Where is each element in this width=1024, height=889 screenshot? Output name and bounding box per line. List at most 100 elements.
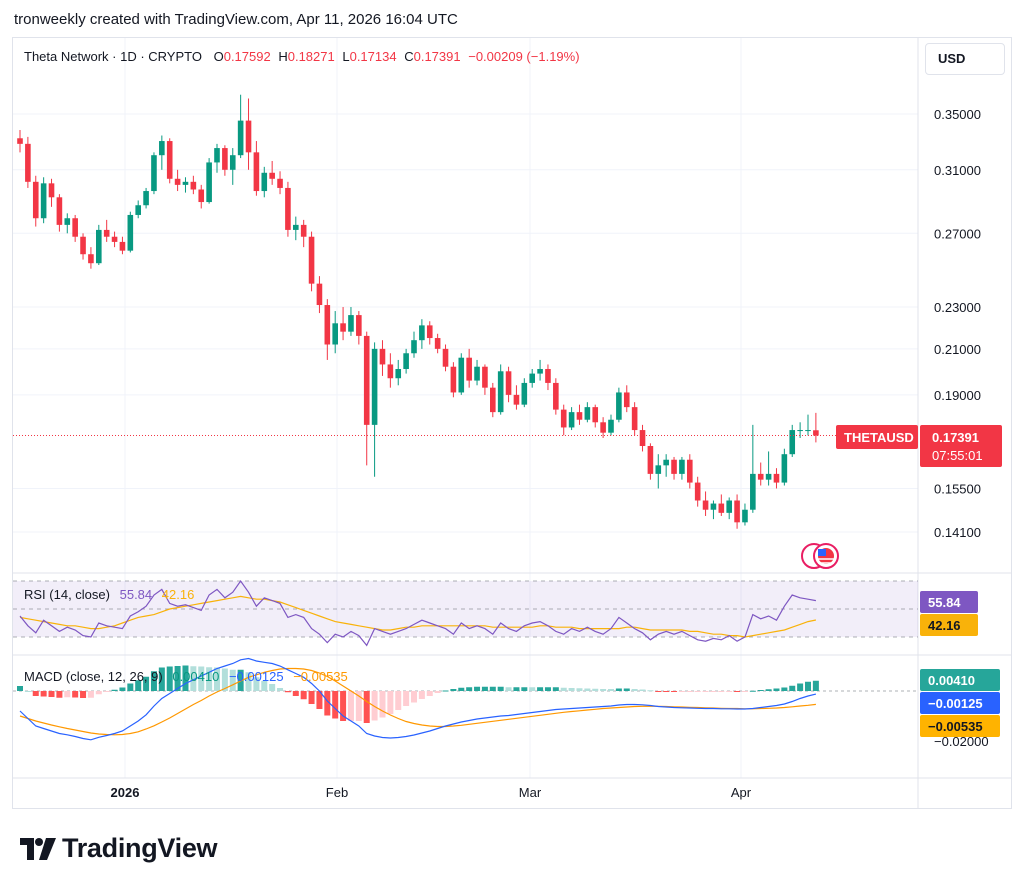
macd-histogram-bar [332,691,339,719]
macd-histogram-bar [521,687,528,691]
low-value: 0.17134 [349,49,397,64]
price-tick-label: 0.15500 [934,481,981,496]
macd-line-label: −0.00125 [920,692,1000,714]
macd-histogram-bar [127,683,134,691]
macd-histogram-bar [347,691,354,721]
candle-body [308,236,315,284]
currency-selector[interactable]: USD [925,43,1005,75]
ticker-label: THETAUSD [836,425,918,449]
price-axis: 0.35000 0.31000 0.27000 0.23000 0.21000 0.190… [934,107,981,540]
candle-body [316,283,323,306]
macd-signal-line [19,667,816,736]
macd-histogram-bar [734,691,741,692]
candle-body [576,412,583,420]
candle-body [545,368,551,383]
macd-histogram-bar [678,691,685,692]
time-tick-label: 2026 [111,785,140,800]
candle-body [773,473,780,483]
candle-body [119,241,126,251]
candle-body [631,407,638,431]
candle-body [521,382,528,405]
macd-histogram-bar [166,666,173,691]
macd-histogram-bar [190,666,197,691]
candle-body [300,224,307,237]
candle-body [694,482,701,501]
macd-histogram-bar [64,691,71,698]
macd-histogram-bar [797,683,804,691]
macd-histogram-bar [292,691,299,696]
macd-legend: MACD (close, 12, 26, 9) 0.00410 −0.00125… [24,669,348,684]
macd-hist-label: 0.00410 [920,669,1000,691]
macd-histogram-bar [481,686,488,691]
macd-histogram-bar [529,687,536,691]
symbol-title[interactable]: Theta Network · 1D · CRYPTO [24,49,202,64]
candle-body [781,454,788,483]
rsi-title[interactable]: RSI (14, close) [24,587,110,602]
macd-histogram-bar [694,691,701,692]
candle-body [466,357,472,381]
candle-body [813,430,819,436]
macd-histogram-bar [513,687,520,691]
macd-pane: −0.02000 [13,657,989,749]
macd-histogram-bar [773,688,780,691]
candle-body [497,371,504,413]
macd-histogram-bar [489,686,496,691]
macd-histogram-bar [284,691,291,693]
macd-hist-value: 0.00410 [172,669,220,684]
macd-histogram-bar [229,669,236,691]
candle-body [190,181,197,190]
candle-body [222,148,228,170]
price-tick-label: 0.27000 [934,226,981,241]
rsi-value: 55.84 [119,587,153,602]
tradingview-logo[interactable]: TradingView [20,833,218,864]
macd-histogram-bar [552,687,559,691]
price-tick-label: 0.31000 [934,163,981,178]
svg-text:THETAUSD: THETAUSD [844,430,914,445]
candle-body [639,430,646,447]
macd-title[interactable]: MACD (close, 12, 26, 9) [24,669,163,684]
candle-body [403,353,409,369]
macd-histogram-bar [726,691,733,692]
axis-price-labels: THETAUSD 0.17391 07:55:01 55.84 42.16 0.00410… [836,425,1002,737]
macd-histogram-bar [442,690,449,692]
macd-histogram-bar [568,688,575,691]
candle-body [584,407,591,420]
macd-histogram-bar [702,691,709,692]
macd-histogram-bar [379,691,386,718]
macd-histogram-bar [592,688,599,691]
candle-body [450,366,457,393]
price-tick-label: 0.23000 [934,300,981,315]
macd-histogram-bar [584,688,591,691]
candle-body [277,178,283,188]
candle-body [702,500,709,510]
candle-body [426,325,433,339]
economic-events-icon[interactable] [801,543,839,569]
macd-line [19,657,817,741]
macd-histogram-bar [206,667,213,691]
candle-body [789,430,796,455]
macd-histogram-bar [623,688,630,691]
candle-body [25,143,31,182]
candle-body [419,325,425,341]
chart-header: tronweekly created with TradingView.com,… [14,11,458,28]
rsi-ma-value: 42.16 [161,587,195,602]
macd-histogram-bar [805,681,811,691]
macd-histogram-bar [710,691,717,692]
macd-histogram-bar [119,687,126,691]
macd-histogram-bar [505,687,512,691]
macd-histogram-bar [17,686,23,691]
macd-histogram-bar [87,691,94,698]
macd-histogram-bar [615,688,622,691]
macd-histogram-bar [458,687,465,691]
candle-body [348,315,354,332]
candle-body [159,141,165,156]
candle-body [371,348,378,425]
rsi-pane [13,579,918,647]
candle-body [734,500,740,523]
price-tick-label: 0.35000 [934,107,981,122]
open-value: 0.17592 [223,49,271,64]
candle-body [442,348,449,367]
macd-histogram-bar [277,688,284,691]
candle-body [206,162,212,203]
